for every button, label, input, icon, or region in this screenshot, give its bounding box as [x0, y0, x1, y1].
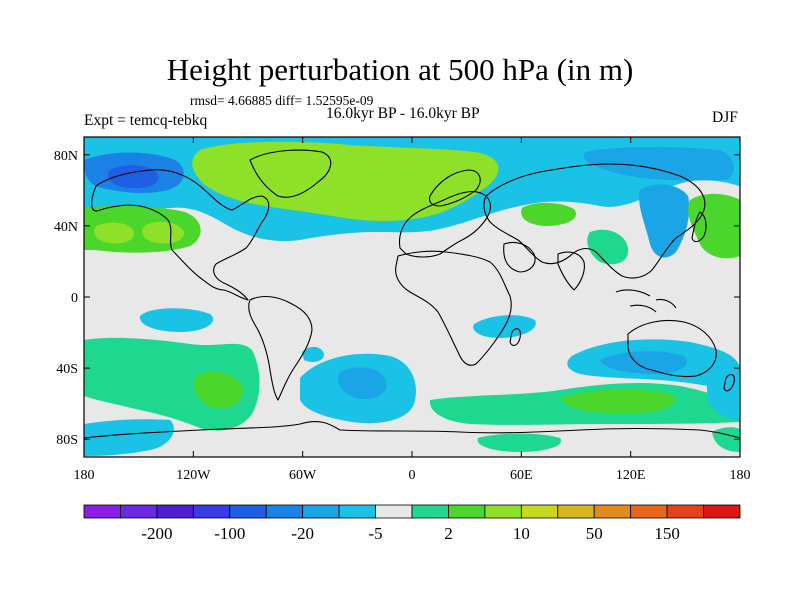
contour-region-antarctic-blue [84, 419, 174, 456]
colorbar: -200 -100 -20 -5 2 10 50 150 [83, 504, 741, 543]
colorbar-label: 10 [513, 524, 530, 543]
colorbar-swatch [120, 504, 158, 519]
colorbar-swatch [338, 504, 376, 519]
coastline-india [557, 251, 585, 291]
coastline-maritime [615, 289, 677, 313]
colorbar-swatch [593, 504, 632, 519]
contour-region-sh-west-core [194, 371, 243, 409]
coastline-australia [627, 319, 717, 378]
colorbar-swatch [229, 504, 267, 519]
coastline-arabia [503, 241, 536, 273]
y-tick-label: 80N [54, 149, 78, 164]
contour-region-east-blue [706, 371, 740, 420]
coastline-north-america [91, 169, 270, 301]
contour-region-antarctic-green [477, 433, 562, 452]
plot-title: Height perturbation at 500 hPa (in m) [166, 52, 634, 87]
x-tick-label: 180 [730, 468, 751, 483]
period-label: 16.0kyr BP - 16.0kyr BP [326, 105, 480, 122]
colorbar-swatch [557, 504, 595, 519]
contour-region-asia-deep-blue [583, 146, 734, 181]
colorbar-swatch [375, 504, 413, 519]
colorbar-label: -20 [291, 524, 314, 543]
contour-region-npac-core [94, 222, 135, 244]
colorbar-label: -5 [368, 524, 382, 543]
colorbar-swatch [411, 504, 449, 519]
coastline-africa [395, 250, 512, 366]
colorbar-label: -100 [214, 524, 245, 543]
y-tick-label: 0 [71, 291, 78, 306]
y-axis-ticks: 80N 40N 0 40S 80S [54, 149, 740, 448]
colorbar-swatch [156, 504, 194, 519]
coastline-europe [398, 190, 492, 258]
season-label: DJF [712, 109, 738, 126]
contour-region-pacific-west-green [688, 193, 740, 259]
contour-region-so-core [560, 389, 676, 414]
colorbar-swatch [484, 504, 522, 519]
contour-region-asia-green [587, 229, 629, 265]
contour-region-sh-atlantic-core [337, 367, 387, 400]
coastline-south-america [248, 295, 313, 401]
coastlines [84, 149, 740, 439]
stats-line: rmsd= 4.66885 diff= 1.52595e-09 [190, 93, 374, 108]
x-tick-label: 0 [409, 468, 416, 483]
x-axis-ticks: 180 120W 60W 0 60E 120E 180 [74, 137, 751, 483]
x-tick-label: 60W [289, 468, 317, 483]
contour-region-pacific-west-blue [639, 184, 690, 258]
coastline-madagascar [509, 328, 521, 347]
colorbar-swatch [302, 504, 340, 519]
contour-region-indian-core [600, 351, 688, 374]
colorbar-swatch [83, 504, 121, 519]
colorbar-swatch [192, 504, 231, 519]
x-tick-label: 120W [176, 468, 211, 483]
x-tick-label: 60E [510, 468, 533, 483]
colorbar-swatch [520, 504, 559, 519]
colorbar-swatch [703, 504, 741, 519]
experiment-label: Expt = temcq-tebkq [84, 112, 208, 129]
contour-region-npac-core-2 [142, 221, 185, 244]
contour-region-equatorial-blue [139, 308, 214, 332]
colorbar-swatch [448, 504, 486, 519]
height-field [84, 137, 740, 457]
coastline-japan [691, 211, 707, 243]
coastline-antarctica [84, 421, 740, 439]
x-tick-label: 120E [616, 468, 646, 483]
colorbar-label: 2 [444, 524, 453, 543]
colorbar-label: -200 [141, 524, 172, 543]
colorbar-swatch [265, 504, 304, 519]
colorbar-swatch [630, 504, 668, 519]
coastline-new-zealand [723, 373, 735, 392]
contour-region-greenland-green [192, 141, 499, 221]
y-tick-label: 40S [56, 362, 78, 377]
y-tick-label: 80S [56, 433, 78, 448]
colorbar-label: 150 [654, 524, 680, 543]
contour-region-mideast-green [521, 202, 576, 226]
x-tick-label: 180 [74, 468, 95, 483]
coastline-greenland [249, 149, 332, 198]
coastline-asia [483, 163, 706, 279]
colorbar-swatch [666, 504, 704, 519]
y-tick-label: 40N [54, 220, 78, 235]
colorbar-label: 50 [586, 524, 603, 543]
contour-region-sa-blue [302, 346, 324, 362]
coastline-scandinavia [428, 169, 481, 207]
